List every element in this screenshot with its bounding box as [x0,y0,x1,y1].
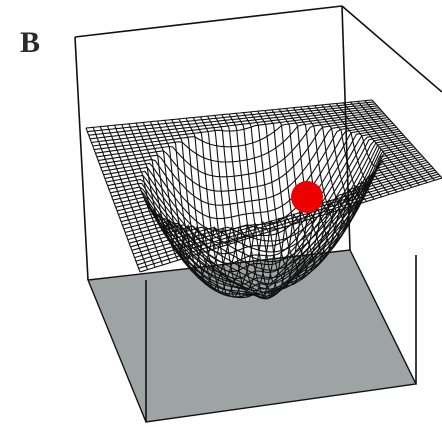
page: B (() => { const data = JSON.parse(docum… [0,0,442,427]
surface-mesh [86,100,442,299]
box-edge [342,6,442,92]
floor [88,250,416,422]
figure: B [0,0,442,427]
mesh-line [139,176,441,268]
box-edge [75,37,88,280]
box-edge [75,6,342,37]
ball [291,181,323,213]
panel-label: B [20,26,40,59]
